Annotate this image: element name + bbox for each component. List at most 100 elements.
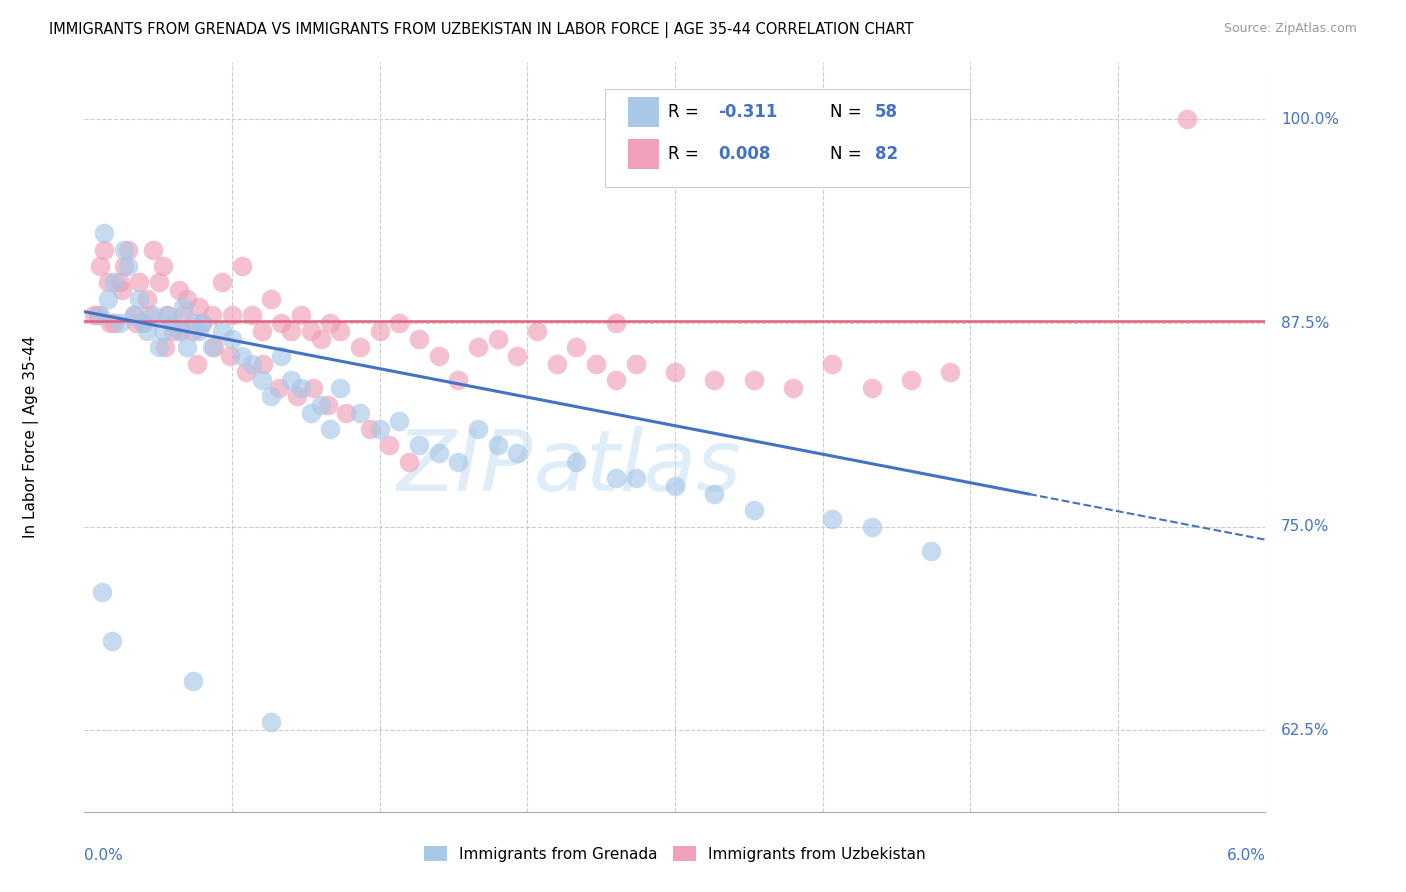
Point xyxy=(318,397,340,411)
Point xyxy=(565,341,588,355)
Point xyxy=(167,324,190,338)
Point xyxy=(186,357,208,371)
Point xyxy=(388,316,411,330)
Point xyxy=(260,715,283,730)
Point xyxy=(526,324,548,338)
Point xyxy=(142,308,165,322)
Point xyxy=(270,316,292,330)
Point xyxy=(368,324,391,338)
Legend: Immigrants from Grenada, Immigrants from Uzbekistan: Immigrants from Grenada, Immigrants from… xyxy=(418,839,932,868)
Point xyxy=(202,341,225,355)
Point xyxy=(703,373,725,387)
Text: -0.311: -0.311 xyxy=(718,103,778,121)
Text: N =: N = xyxy=(830,145,866,163)
Point xyxy=(219,349,242,363)
Point xyxy=(290,381,312,395)
Point xyxy=(703,487,725,501)
Point xyxy=(162,324,184,338)
Point xyxy=(240,357,263,371)
Text: 58: 58 xyxy=(875,103,897,121)
Point xyxy=(260,292,283,306)
Point xyxy=(335,406,357,420)
Point xyxy=(97,276,120,290)
Point xyxy=(309,332,332,346)
Point xyxy=(187,300,209,314)
Point xyxy=(201,341,224,355)
Point xyxy=(101,633,124,648)
Point xyxy=(152,259,174,273)
Point xyxy=(250,373,273,387)
Text: 82: 82 xyxy=(875,145,897,163)
Point xyxy=(156,308,179,322)
Point xyxy=(93,243,115,257)
Point xyxy=(270,349,292,363)
Point xyxy=(546,357,568,371)
Text: 0.008: 0.008 xyxy=(718,145,770,163)
Point xyxy=(280,324,302,338)
Point xyxy=(181,316,204,330)
Point xyxy=(260,389,283,403)
Point xyxy=(108,276,131,290)
Point xyxy=(408,332,430,346)
Point xyxy=(329,381,352,395)
Point xyxy=(172,300,194,314)
Point xyxy=(427,446,450,460)
Point xyxy=(349,406,371,420)
Text: 6.0%: 6.0% xyxy=(1226,847,1265,863)
Point xyxy=(408,438,430,452)
Point xyxy=(299,406,322,420)
Point xyxy=(939,365,962,379)
Point xyxy=(170,324,193,338)
Point xyxy=(124,316,146,330)
Point xyxy=(162,316,184,330)
Point xyxy=(89,308,111,322)
Point xyxy=(1175,112,1198,127)
Point xyxy=(290,308,312,322)
Text: In Labor Force | Age 35-44: In Labor Force | Age 35-44 xyxy=(24,336,39,538)
Point xyxy=(187,324,209,338)
Point xyxy=(235,365,257,379)
Text: Source: ZipAtlas.com: Source: ZipAtlas.com xyxy=(1223,22,1357,36)
Point xyxy=(742,503,765,517)
Point xyxy=(624,357,647,371)
Point xyxy=(117,259,139,273)
Point xyxy=(176,341,198,355)
Point xyxy=(742,373,765,387)
Point xyxy=(920,544,942,558)
Point xyxy=(98,316,121,330)
Point xyxy=(122,308,145,322)
Point xyxy=(117,243,139,257)
Point xyxy=(319,316,342,330)
Point xyxy=(128,276,150,290)
Point xyxy=(167,284,190,298)
Point xyxy=(605,471,627,485)
Point xyxy=(329,324,352,338)
Text: R =: R = xyxy=(668,103,704,121)
Point xyxy=(860,519,883,533)
Point xyxy=(132,316,155,330)
Point xyxy=(97,292,120,306)
Text: N =: N = xyxy=(830,103,866,121)
Point xyxy=(240,308,263,322)
Point xyxy=(664,365,686,379)
Point xyxy=(103,276,125,290)
Point xyxy=(181,324,204,338)
Point xyxy=(605,316,627,330)
Text: 0.0%: 0.0% xyxy=(84,847,124,863)
Point xyxy=(309,397,332,411)
Text: IMMIGRANTS FROM GRENADA VS IMMIGRANTS FROM UZBEKISTAN IN LABOR FORCE | AGE 35-44: IMMIGRANTS FROM GRENADA VS IMMIGRANTS FR… xyxy=(49,22,914,38)
Point xyxy=(83,308,105,322)
Point xyxy=(378,438,401,452)
Point xyxy=(398,454,420,468)
Point xyxy=(860,381,883,395)
Point xyxy=(136,324,159,338)
Point xyxy=(506,446,529,460)
Point xyxy=(319,422,342,436)
Point xyxy=(108,316,131,330)
Text: 100.0%: 100.0% xyxy=(1281,112,1339,127)
Point xyxy=(211,276,233,290)
Point xyxy=(349,341,371,355)
Point xyxy=(191,316,214,330)
Point xyxy=(565,454,588,468)
Point xyxy=(176,292,198,306)
